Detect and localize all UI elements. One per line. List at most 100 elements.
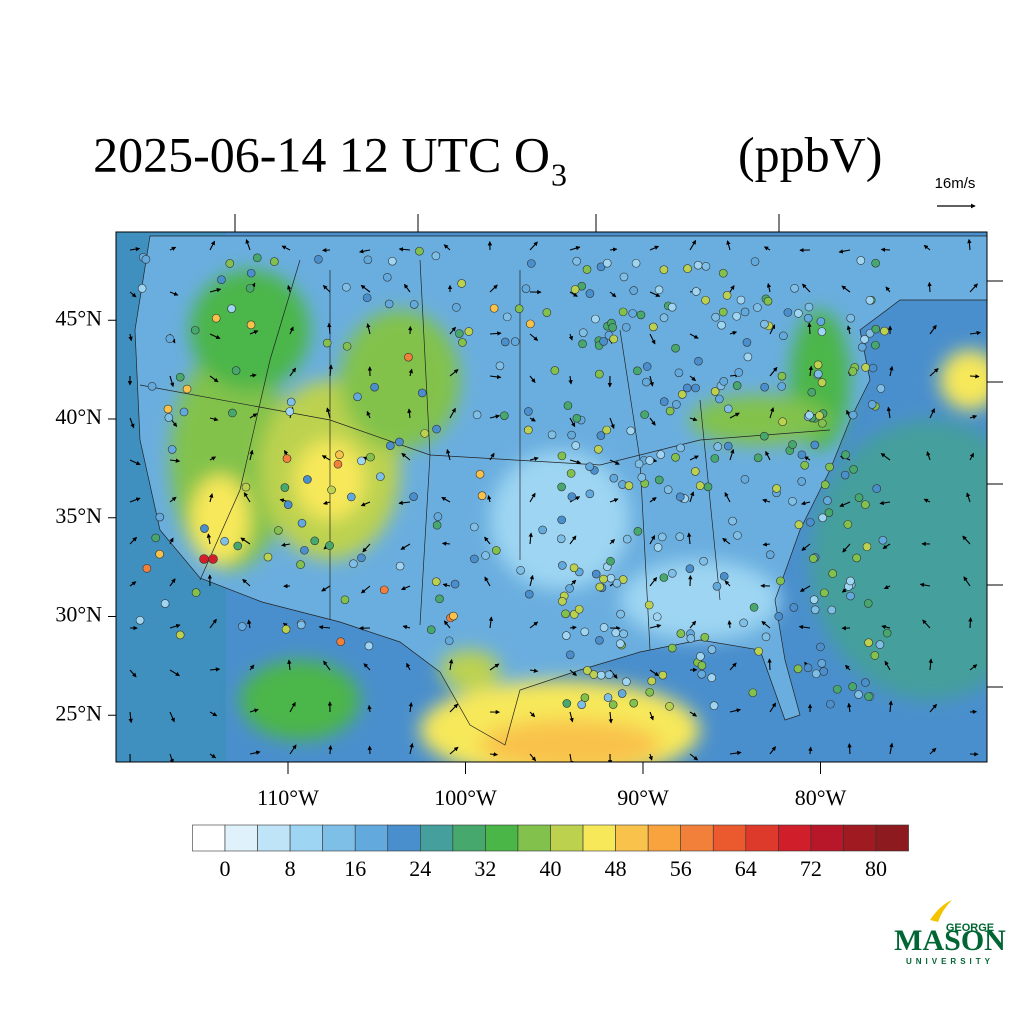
- station: [805, 411, 813, 419]
- station: [234, 542, 242, 550]
- station: [733, 382, 741, 390]
- station: [804, 664, 812, 672]
- station: [655, 476, 663, 484]
- station: [433, 521, 441, 529]
- station: [192, 589, 200, 597]
- station: [503, 313, 511, 321]
- station: [778, 372, 786, 380]
- station: [749, 689, 757, 697]
- station: [817, 317, 825, 325]
- station: [161, 600, 169, 608]
- station: [591, 315, 599, 323]
- station: [605, 671, 613, 679]
- colorbar-box: [616, 825, 649, 851]
- station: [755, 647, 763, 655]
- station: [164, 405, 172, 413]
- station: [814, 370, 822, 378]
- station: [200, 555, 209, 564]
- station: [388, 257, 396, 265]
- station: [788, 497, 796, 505]
- station: [470, 555, 478, 563]
- station: [366, 453, 374, 461]
- station: [654, 543, 662, 551]
- station: [297, 621, 305, 629]
- logo-bottom: UNIVERSITY: [906, 957, 994, 966]
- station: [623, 535, 631, 543]
- logo-flame: [930, 900, 952, 922]
- station: [811, 606, 819, 614]
- station: [638, 473, 646, 481]
- station: [364, 256, 372, 264]
- station: [677, 444, 685, 452]
- station: [566, 651, 574, 659]
- station: [609, 701, 617, 709]
- colorbar-label: 8: [285, 856, 296, 881]
- station: [490, 304, 498, 312]
- station: [341, 596, 349, 604]
- station: [620, 273, 628, 281]
- station: [627, 427, 635, 435]
- station: [183, 385, 191, 393]
- station: [625, 482, 633, 490]
- station: [212, 314, 220, 322]
- station: [567, 469, 575, 477]
- station: [753, 304, 761, 312]
- station: [818, 419, 826, 427]
- station: [511, 338, 519, 346]
- station: [826, 463, 834, 471]
- station: [784, 308, 792, 316]
- lat-label: 30°N: [55, 602, 102, 627]
- station: [562, 610, 570, 618]
- station: [861, 501, 869, 509]
- station: [798, 477, 806, 485]
- station: [363, 294, 371, 302]
- station: [568, 493, 576, 501]
- station: [719, 269, 727, 277]
- station: [253, 254, 261, 262]
- station: [165, 414, 173, 422]
- station: [583, 265, 591, 273]
- station: [410, 300, 418, 308]
- wind-arrow: [881, 249, 890, 250]
- station: [526, 320, 534, 328]
- station: [811, 441, 819, 449]
- station: [653, 613, 661, 621]
- station: [665, 702, 673, 710]
- station: [712, 313, 720, 321]
- station: [138, 284, 146, 292]
- station: [676, 493, 684, 501]
- station: [286, 408, 294, 416]
- station: [828, 606, 836, 614]
- colorbar-box: [258, 825, 291, 851]
- station: [415, 247, 423, 255]
- station: [548, 431, 556, 439]
- station: [449, 612, 457, 620]
- station: [357, 554, 365, 562]
- station: [166, 335, 174, 343]
- station: [328, 486, 336, 494]
- station: [349, 560, 357, 568]
- title-subscript: 3: [551, 156, 567, 192]
- station: [818, 379, 826, 387]
- station: [737, 296, 745, 304]
- colorbar-box: [453, 825, 486, 851]
- colorbar-label: 48: [605, 856, 627, 881]
- station: [779, 418, 787, 426]
- station: [846, 577, 854, 585]
- station: [646, 456, 654, 464]
- station: [564, 402, 572, 410]
- station: [741, 308, 749, 316]
- station: [579, 340, 587, 348]
- station: [326, 542, 334, 550]
- station: [496, 362, 504, 370]
- station: [863, 543, 871, 551]
- station: [750, 603, 758, 611]
- station: [760, 432, 768, 440]
- station: [282, 625, 290, 633]
- station: [676, 533, 684, 541]
- station: [501, 338, 509, 346]
- station: [228, 409, 236, 417]
- station: [604, 694, 612, 702]
- station: [810, 596, 818, 604]
